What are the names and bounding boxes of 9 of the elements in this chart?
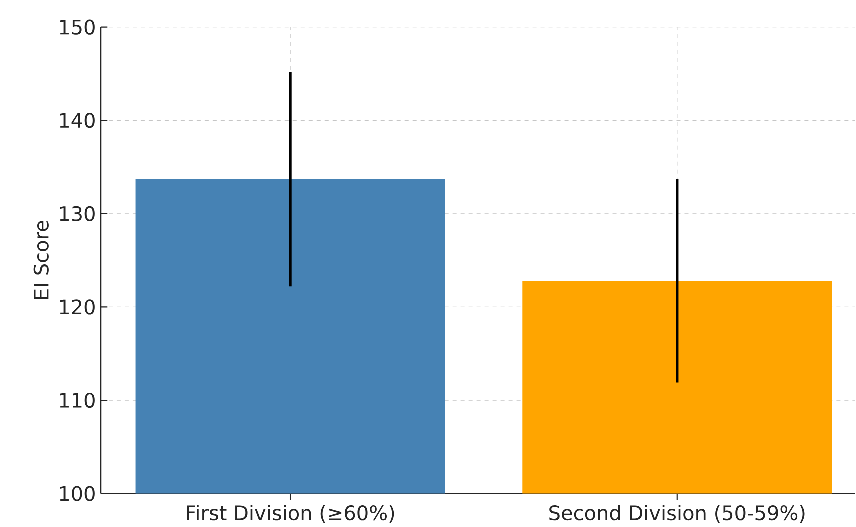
y-tick-label: 140 [60, 112, 95, 128]
x-tick-label: First Division (≥60%) [187, 504, 394, 523]
y-axis-title: EI Score [34, 220, 49, 299]
y-tick-label: 110 [60, 392, 95, 408]
x-tick-label: Second Division (50-59%) [550, 504, 805, 523]
y-tick-label: 100 [60, 486, 95, 502]
y-tick-label: 130 [60, 206, 95, 222]
y-tick-label: 120 [60, 299, 95, 315]
y-tick-label: 150 [60, 20, 95, 35]
